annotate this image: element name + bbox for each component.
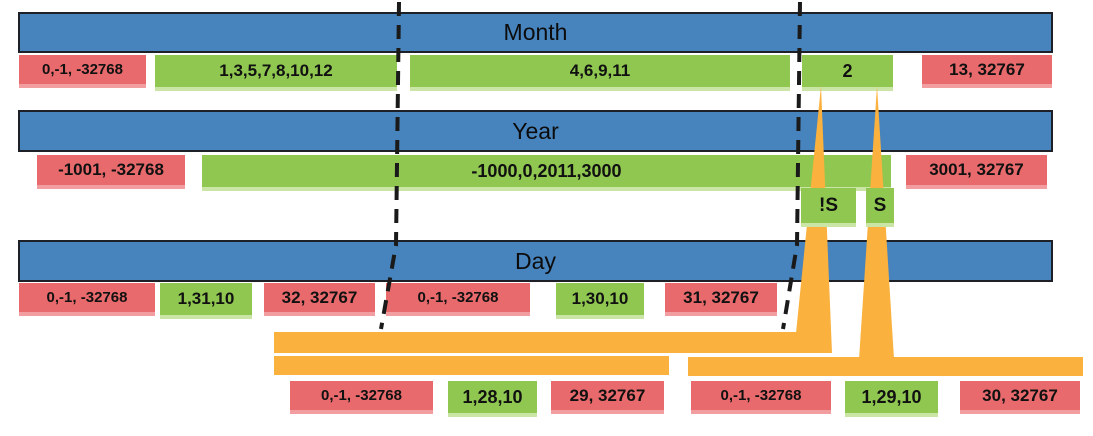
day-bar-label: Day xyxy=(515,247,556,274)
feb-leap-partition-invalid-high: 30, 32767 xyxy=(960,381,1080,414)
year-bar-label: Year xyxy=(512,117,559,144)
month-partition-30day-months: 4,6,9,11 xyxy=(410,55,790,91)
feb-nonleap-group-bar xyxy=(274,356,669,375)
non-leap-flag-box: !S xyxy=(801,188,856,227)
month-partition-invalid-low: 0,-1, -32768 xyxy=(19,55,146,88)
day-partition-invalid-high-31: 32, 32767 xyxy=(264,283,375,316)
year-range-bar: Year xyxy=(18,110,1053,152)
feb-nonleap-partition-valid: 1,28,10 xyxy=(448,381,537,417)
feb-leap-partition-valid: 1,29,10 xyxy=(845,381,938,417)
month-partition-31day-months: 1,3,5,7,8,10,12 xyxy=(155,55,397,91)
day-partition-invalid-low-30: 0,-1, -32768 xyxy=(386,283,530,316)
nonleap-connector-bar xyxy=(274,332,823,353)
feb-leap-group-bar xyxy=(688,357,1083,376)
year-partition-invalid-high: 3001, 32767 xyxy=(906,155,1047,189)
month-bar-label: Month xyxy=(503,19,568,45)
day-partition-valid-31: 1,31,10 xyxy=(160,283,252,319)
month-range-bar: Month xyxy=(18,12,1053,53)
year-partition-valid: -1000,0,2011,3000 xyxy=(202,155,891,191)
feb-nonleap-partition-invalid-low: 0,-1, -32768 xyxy=(290,381,433,414)
day-range-bar: Day xyxy=(18,240,1053,282)
leap-flag-box: S xyxy=(866,188,894,227)
day-partition-invalid-high-30: 31, 32767 xyxy=(665,283,777,316)
day-partition-invalid-low-31: 0,-1, -32768 xyxy=(19,283,155,316)
month-partition-invalid-high: 13, 32767 xyxy=(922,55,1052,88)
year-partition-invalid-low: -1001, -32768 xyxy=(37,155,185,189)
feb-nonleap-partition-invalid-high: 29, 32767 xyxy=(551,381,664,414)
feb-leap-partition-invalid-low: 0,-1, -32768 xyxy=(691,381,831,414)
month-partition-february: 2 xyxy=(802,55,893,91)
day-partition-valid-30: 1,30,10 xyxy=(556,283,644,319)
